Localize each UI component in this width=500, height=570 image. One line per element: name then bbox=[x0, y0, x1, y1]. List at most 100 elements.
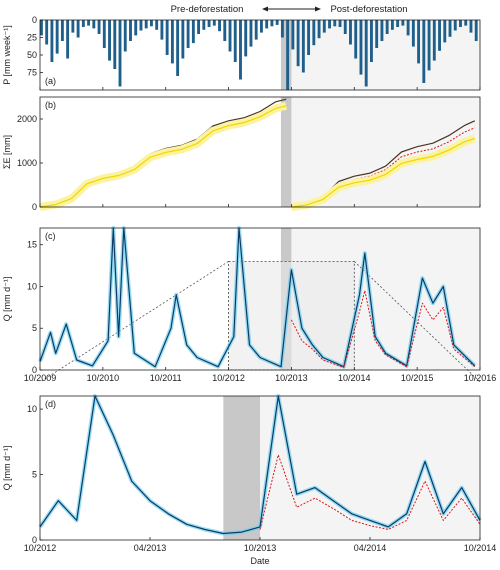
precip-bar bbox=[343, 20, 347, 34]
x-tick-label: 10/2015 bbox=[401, 373, 434, 383]
y-tick-label: 5 bbox=[32, 323, 37, 333]
precip-bar bbox=[422, 20, 426, 83]
precip-bar bbox=[286, 20, 290, 90]
panel-label: (c) bbox=[45, 231, 56, 241]
precip-bar bbox=[139, 20, 143, 31]
precip-bar bbox=[92, 20, 96, 29]
precip-bar bbox=[50, 20, 54, 62]
panel-label: (a) bbox=[45, 76, 56, 86]
precip-bar bbox=[453, 20, 457, 31]
precip-bar bbox=[181, 20, 185, 59]
precip-bar bbox=[328, 20, 331, 29]
precip-bar bbox=[197, 20, 201, 34]
precip-bar bbox=[170, 20, 174, 64]
precip-bar bbox=[87, 20, 91, 26]
precip-bar bbox=[396, 20, 400, 27]
zoom-line-left bbox=[39, 261, 229, 383]
post-period-shade bbox=[260, 396, 480, 540]
transition-band bbox=[280, 97, 292, 207]
precip-bar bbox=[202, 20, 206, 30]
precip-bar bbox=[438, 20, 441, 51]
panel-b: 0 1000 2000 (b) ΣE [mm] bbox=[2, 96, 481, 212]
x-tick-label: 10/2013 bbox=[244, 543, 277, 553]
y-tick-label: 0 bbox=[32, 202, 37, 212]
precip-bar bbox=[150, 20, 153, 27]
series-yellow-3 bbox=[39, 105, 287, 208]
transition-band bbox=[223, 396, 260, 540]
y-tick-label: 10 bbox=[27, 281, 37, 291]
precip-bar bbox=[249, 20, 253, 47]
precip-bar bbox=[448, 20, 452, 37]
precip-bar bbox=[186, 20, 190, 48]
series-red-1 bbox=[259, 454, 481, 530]
precip-bar bbox=[349, 20, 352, 45]
precip-bar bbox=[401, 20, 405, 26]
precip-bar bbox=[380, 20, 384, 41]
precip-bar bbox=[275, 20, 279, 25]
y-tick-label: 50 bbox=[27, 50, 37, 60]
series-yellow-4 bbox=[291, 137, 475, 208]
x-tick-label: 10/2010 bbox=[87, 373, 120, 383]
period-arrow bbox=[262, 6, 321, 12]
precip-bar bbox=[443, 20, 447, 43]
x-tick-label: 10/2009 bbox=[24, 373, 57, 383]
precip-bar bbox=[322, 20, 326, 33]
precip-bar bbox=[239, 20, 242, 80]
precip-bar bbox=[270, 20, 274, 27]
y-axis-label: Q [mm d⁻¹] bbox=[2, 446, 12, 491]
precip-bar bbox=[359, 20, 363, 75]
precip-bar bbox=[40, 20, 43, 36]
precip-bar bbox=[218, 20, 221, 32]
precip-bar bbox=[427, 20, 431, 71]
y-tick-label: 15 bbox=[27, 240, 37, 250]
precip-bar bbox=[233, 20, 237, 62]
precip-bar bbox=[390, 20, 394, 30]
precip-bar bbox=[312, 20, 316, 46]
x-tick-label: 10/2012 bbox=[212, 373, 245, 383]
precip-bar bbox=[45, 20, 49, 45]
x-tick-label: 10/2014 bbox=[338, 373, 371, 383]
y-tick-label: 2000 bbox=[17, 114, 37, 124]
x-tick-label: 04/2013 bbox=[134, 543, 167, 553]
x-tick-label: 10/2011 bbox=[150, 373, 182, 383]
y-tick-label: 0 bbox=[32, 365, 37, 375]
precip-bar bbox=[370, 20, 373, 62]
precip-bar bbox=[81, 20, 85, 27]
precip-bar bbox=[223, 20, 227, 41]
x-tick-label: 10/2013 bbox=[275, 373, 308, 383]
y-tick-label: 75 bbox=[27, 68, 37, 78]
precip-bar bbox=[129, 20, 132, 41]
precip-bar bbox=[291, 20, 295, 50]
x-tick-label: 04/2014 bbox=[354, 543, 387, 553]
panel-label: (d) bbox=[45, 399, 56, 409]
precip-bar bbox=[469, 20, 473, 33]
precip-bar bbox=[155, 20, 159, 30]
precip-bar bbox=[123, 20, 127, 52]
precip-bar bbox=[254, 20, 258, 40]
precip-bar bbox=[364, 20, 368, 87]
precip-bar bbox=[385, 20, 389, 34]
precip-bar bbox=[97, 20, 101, 34]
precip-bar bbox=[375, 20, 379, 48]
precip-bar bbox=[411, 20, 415, 47]
precip-bar bbox=[301, 20, 305, 73]
precip-bar bbox=[354, 20, 358, 59]
y-axis-label: ΣE [mm] bbox=[2, 135, 12, 169]
axes-frame bbox=[39, 96, 481, 208]
precip-bar bbox=[459, 20, 462, 27]
y-tick-label: 0 bbox=[32, 535, 37, 545]
precip-bar bbox=[160, 20, 164, 40]
y-tick-label: 25 bbox=[27, 33, 37, 43]
x-tick-label: 10/2012 bbox=[24, 543, 57, 553]
precip-bar bbox=[76, 20, 80, 38]
precip-bar bbox=[176, 20, 180, 76]
precip-bar bbox=[165, 20, 169, 55]
post-deforestation-label: Post-deforestation bbox=[330, 4, 407, 15]
y-tick-label: 1000 bbox=[17, 158, 37, 168]
pre-deforestation-label: Pre-deforestation bbox=[171, 4, 244, 15]
precip-bar bbox=[317, 20, 321, 39]
series-dark_blue-0 bbox=[39, 395, 481, 535]
precip-bar bbox=[244, 20, 248, 57]
panel-a: 0 25 50 75 (a) P [mm week⁻¹] bbox=[2, 15, 481, 91]
